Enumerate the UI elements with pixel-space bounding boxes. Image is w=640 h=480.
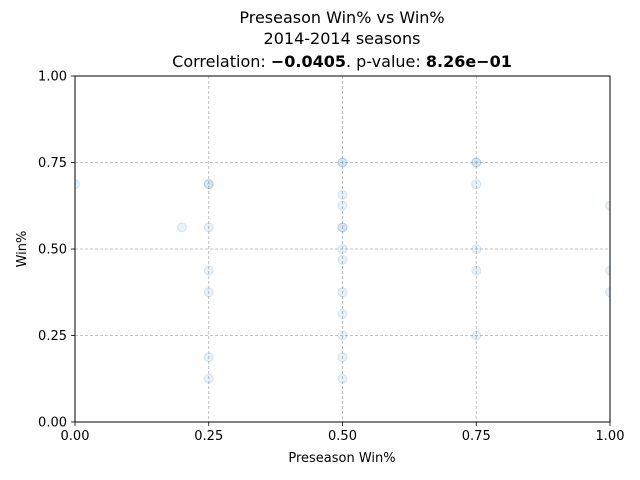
data-point [337, 287, 348, 298]
data-point [203, 287, 214, 298]
data-point [337, 308, 348, 319]
y-axis-label: Win% [15, 231, 30, 268]
data-point [471, 244, 482, 254]
data-point [337, 157, 348, 168]
y-tick-label: 0.75 [38, 156, 67, 171]
data-point [337, 222, 348, 233]
data-point [605, 265, 610, 276]
data-point [337, 373, 348, 384]
data-point [203, 352, 214, 363]
chart-title-line-2: 2014-2014 seasons [264, 29, 421, 48]
data-point [203, 373, 214, 384]
data-point [337, 157, 348, 168]
y-tick-label: 1.00 [38, 70, 67, 85]
y-tick-label: 0.25 [38, 329, 67, 344]
data-point [337, 222, 348, 233]
data-point [177, 222, 187, 233]
data-point [337, 200, 348, 211]
chart-title-line-1: Preseason Win% vs Win% [239, 8, 444, 27]
p-value: 8.26e−01 [426, 52, 512, 71]
grid-lines [75, 76, 610, 422]
data-point [471, 179, 482, 190]
x-tick-label: 0.50 [328, 429, 357, 444]
correlation-value: −0.0405 [271, 52, 346, 71]
data-point [337, 330, 348, 341]
chart-correlation-line: Correlation: −0.0405. p-value: 8.26e−01 [172, 52, 512, 71]
data-point [203, 179, 214, 190]
data-point [337, 254, 348, 265]
data-point [337, 189, 348, 200]
x-tick-label: 0.75 [462, 429, 491, 444]
data-point [337, 244, 348, 254]
data-point [471, 157, 482, 168]
x-tick-label: 1.00 [596, 429, 625, 444]
y-tick-label: 0.00 [38, 416, 67, 431]
x-axis-label: Preseason Win% [288, 451, 395, 466]
data-points [75, 157, 610, 384]
data-point [203, 265, 214, 276]
y-axis-ticks: 0.00 0.25 0.50 0.75 1.00 [38, 70, 75, 431]
data-point [471, 265, 482, 276]
data-point [605, 200, 610, 211]
p-value-prefix: . p-value: [346, 52, 426, 71]
data-point [75, 179, 80, 190]
x-tick-label: 0.25 [194, 429, 223, 444]
x-axis-ticks: 0.00 0.25 0.50 0.75 1.00 [61, 422, 625, 444]
data-point [203, 222, 214, 233]
correlation-prefix: Correlation: [172, 52, 271, 71]
x-tick-label: 0.00 [61, 429, 90, 444]
y-tick-label: 0.50 [38, 243, 67, 258]
data-point [337, 352, 348, 363]
data-point [471, 330, 482, 341]
data-point [605, 287, 610, 298]
data-point [471, 157, 482, 168]
data-point [203, 179, 214, 190]
